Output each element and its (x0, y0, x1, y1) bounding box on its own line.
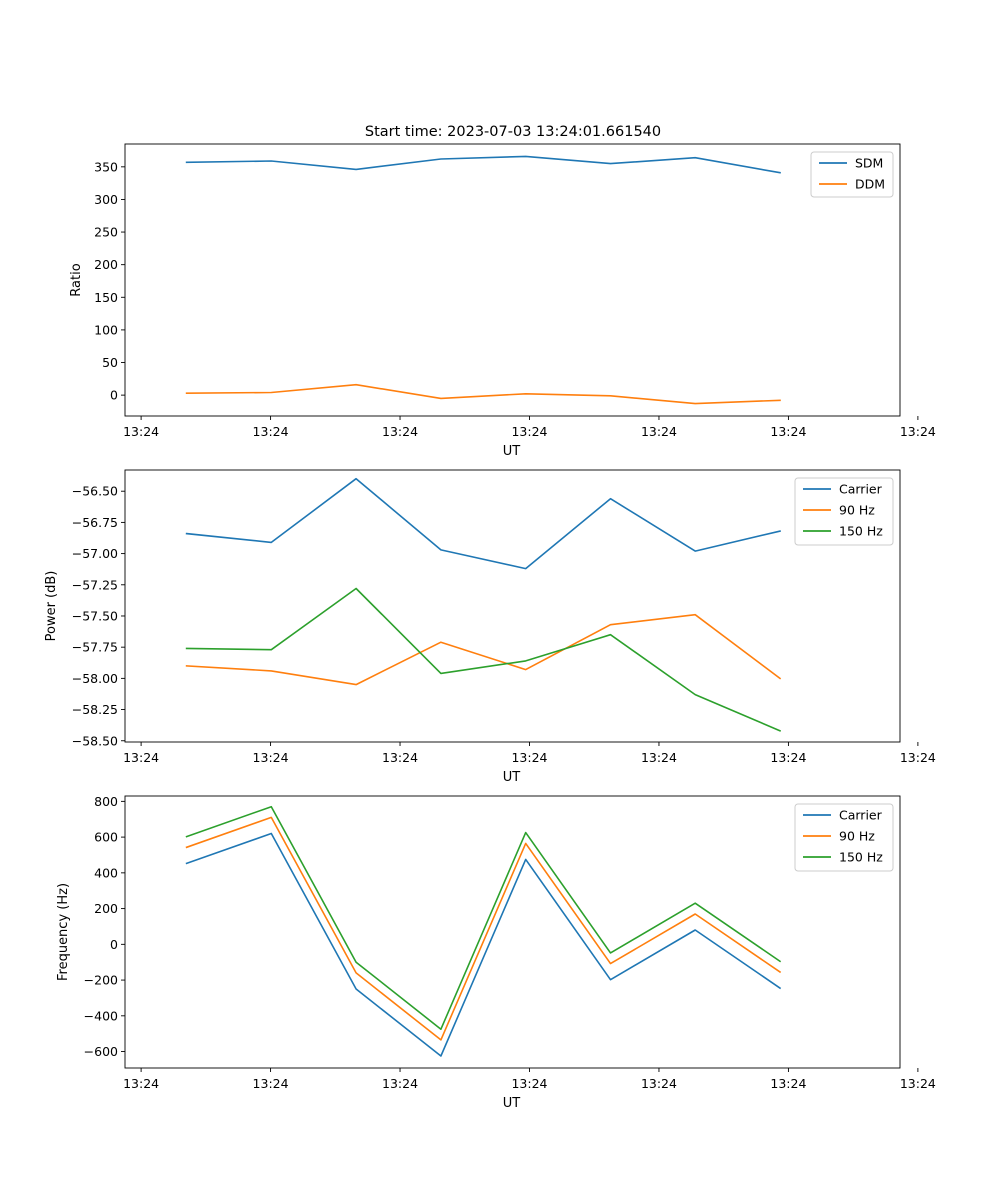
x-axis-label: UT (503, 444, 521, 459)
y-tick-label: 100 (94, 322, 118, 337)
y-tick-label: −600 (84, 1044, 118, 1059)
x-tick-label: 13:24 (511, 1076, 547, 1091)
x-tick-label: 13:24 (641, 1076, 677, 1091)
legend-box (794, 477, 894, 546)
series-line-carrier (185, 477, 781, 570)
legend-label: 90 Hz (839, 829, 875, 844)
x-tick-label: 13:24 (900, 424, 936, 439)
series-line-ddm (185, 383, 781, 405)
x-tick-label: 13:24 (253, 750, 289, 765)
legend-label: Carrier (839, 482, 883, 497)
y-tick-label: −56.75 (72, 515, 118, 530)
y-tick-label: 250 (94, 225, 118, 240)
x-tick-label: 13:24 (382, 750, 418, 765)
y-tick-label: 400 (94, 865, 118, 880)
y-tick-label: −56.50 (72, 484, 118, 499)
legend-label: Carrier (839, 808, 883, 823)
y-tick-label: −400 (84, 1008, 118, 1023)
x-tick-label: 13:24 (770, 1076, 806, 1091)
x-tick-label: 13:24 (123, 1076, 159, 1091)
y-tick-label: 0 (110, 388, 118, 403)
legend: Carrier 90 Hz 150 Hz (794, 477, 894, 546)
y-axis-label: Ratio (69, 263, 84, 296)
x-axis-label: UT (503, 770, 521, 785)
y-tick-label: −58.25 (72, 702, 118, 717)
y-tick-label: 300 (94, 192, 118, 207)
series-line-150-hz (185, 587, 782, 732)
axes-frame (124, 143, 901, 417)
x-tick-label: 13:24 (253, 424, 289, 439)
y-tick-label: −57.50 (72, 608, 118, 623)
panels: 13:24 13:24 13:24 13:24 13:24 13:24 13:24 0 50 10… (44, 143, 936, 1111)
x-tick-label: 13:24 (123, 750, 159, 765)
y-tick-label: 200 (94, 257, 118, 272)
y-tick-label: −58.00 (72, 671, 118, 686)
y-tick-label: −57.25 (72, 577, 118, 592)
x-tick-label: 13:24 (253, 1076, 289, 1091)
legend-box (794, 803, 894, 872)
legend: Carrier 90 Hz 150 Hz (794, 803, 894, 872)
x-tick-label: 13:24 (641, 424, 677, 439)
chart-panel-1: 13:24 13:24 13:24 13:24 13:24 13:24 13:24 0 50 10… (69, 143, 936, 459)
chart-panel-3: 13:24 13:24 13:24 13:24 13:24 13:24 13:24 800 60… (56, 794, 936, 1111)
series-line-150-hz (185, 805, 782, 1030)
y-axis-label: Frequency (Hz) (56, 883, 71, 981)
legend-label: 150 Hz (839, 524, 883, 539)
series-line-sdm (185, 155, 781, 174)
y-tick-label: 150 (94, 290, 118, 305)
y-tick-label: 350 (94, 159, 118, 174)
y-axis-label: Power (dB) (44, 571, 59, 642)
y-tick-label: −57.75 (72, 640, 118, 655)
y-tick-label: 50 (102, 355, 118, 370)
x-tick-label: 13:24 (382, 1076, 418, 1091)
y-tick-label: −200 (84, 973, 118, 988)
series-line-carrier (185, 832, 782, 1057)
x-tick-label: 13:24 (382, 424, 418, 439)
x-tick-label: 13:24 (511, 424, 547, 439)
x-tick-label: 13:24 (770, 750, 806, 765)
chart-panel-2: 13:24 13:24 13:24 13:24 13:24 13:24 13:24 −56.5… (44, 469, 936, 785)
y-tick-label: 600 (94, 830, 118, 845)
figure-title: Start time: 2023-07-03 13:24:01.661540 (365, 124, 661, 140)
y-tick-label: 800 (94, 794, 118, 809)
y-tick-label: −57.00 (72, 546, 118, 561)
x-tick-label: 13:24 (641, 750, 677, 765)
x-tick-label: 13:24 (900, 1076, 936, 1091)
legend-label: SDM (855, 156, 883, 171)
x-tick-label: 13:24 (900, 750, 936, 765)
y-tick-label: 0 (110, 937, 118, 952)
legend-label: 150 Hz (839, 850, 883, 865)
y-tick-label: −58.50 (72, 733, 118, 748)
axes-frame (124, 795, 901, 1069)
legend-label: 90 Hz (839, 503, 875, 518)
y-tick-label: 200 (94, 901, 118, 916)
legend-label: DDM (855, 177, 885, 192)
x-tick-label: 13:24 (123, 424, 159, 439)
series-line-90-hz (185, 613, 782, 686)
legend: SDM DDM (810, 151, 894, 198)
x-axis-label: UT (503, 1096, 521, 1111)
axes-frame (124, 469, 901, 743)
x-tick-label: 13:24 (511, 750, 547, 765)
x-tick-label: 13:24 (770, 424, 806, 439)
series-line-90-hz (185, 816, 782, 1041)
